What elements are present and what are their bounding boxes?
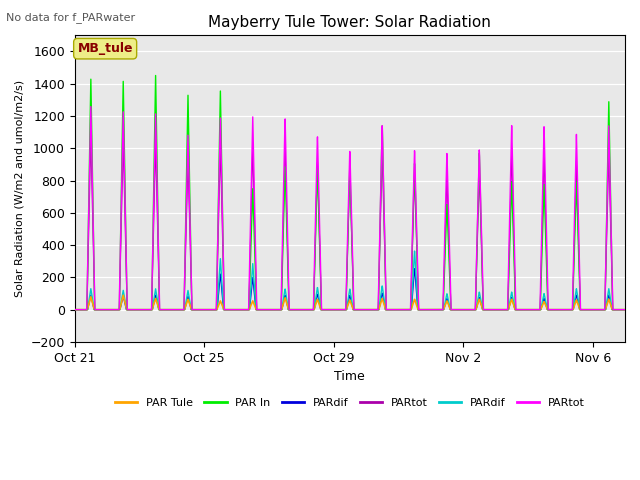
X-axis label: Time: Time xyxy=(335,370,365,383)
Y-axis label: Solar Radiation (W/m2 and umol/m2/s): Solar Radiation (W/m2 and umol/m2/s) xyxy=(15,80,25,297)
Text: MB_tule: MB_tule xyxy=(77,42,133,55)
Title: Mayberry Tule Tower: Solar Radiation: Mayberry Tule Tower: Solar Radiation xyxy=(209,15,492,30)
Text: No data for f_PARwater: No data for f_PARwater xyxy=(6,12,136,23)
Legend: PAR Tule, PAR In, PARdif, PARtot, PARdif, PARtot: PAR Tule, PAR In, PARdif, PARtot, PARdif… xyxy=(111,394,589,412)
